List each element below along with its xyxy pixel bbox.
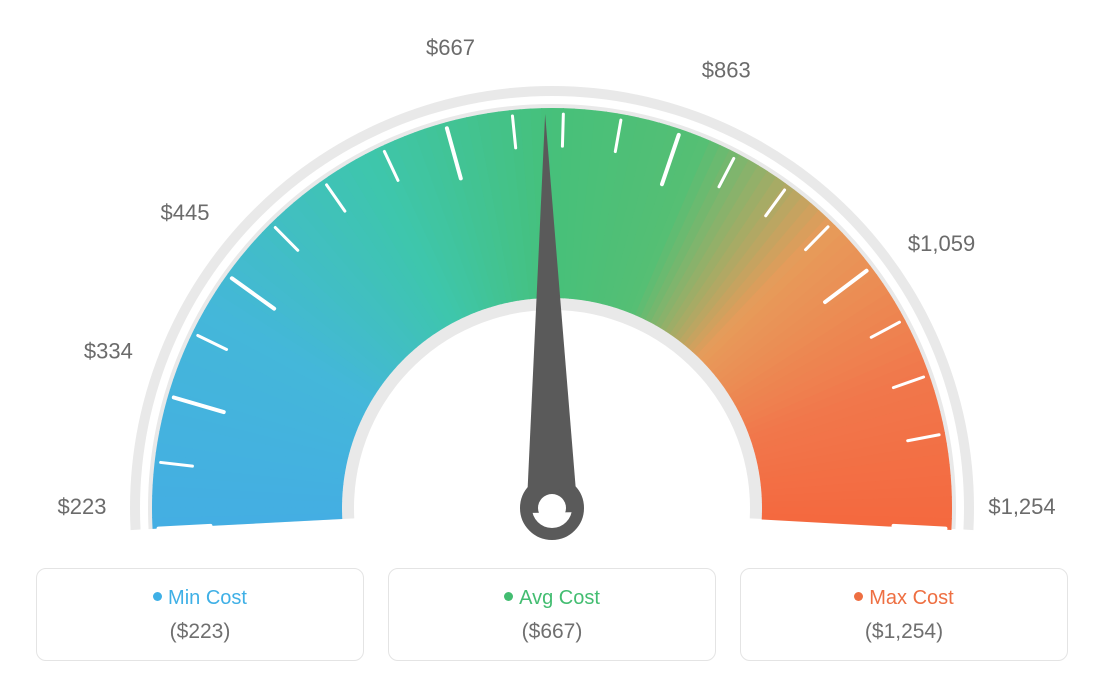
legend-title-max: Max Cost bbox=[751, 587, 1057, 610]
gauge-area: $223 $334 $445 $667 $863 $1,059 $1,254 bbox=[0, 0, 1104, 560]
legend-title-avg: Avg Cost bbox=[399, 587, 705, 610]
legend-label: Avg Cost bbox=[519, 587, 600, 609]
legend-card-max: Max Cost ($1,254) bbox=[740, 568, 1068, 661]
legend-card-avg: Avg Cost ($667) bbox=[388, 568, 716, 661]
svg-text:$445: $445 bbox=[161, 200, 210, 225]
svg-text:$863: $863 bbox=[702, 57, 751, 82]
svg-text:$1,059: $1,059 bbox=[908, 231, 975, 256]
dot-icon bbox=[504, 592, 513, 601]
legend-value-avg: ($667) bbox=[399, 620, 705, 644]
dot-icon bbox=[854, 592, 863, 601]
legend-value-min: ($223) bbox=[47, 620, 353, 644]
legend-value-max: ($1,254) bbox=[751, 620, 1057, 644]
dot-icon bbox=[153, 592, 162, 601]
svg-text:$334: $334 bbox=[84, 339, 133, 364]
gauge-svg: $223 $334 $445 $667 $863 $1,059 $1,254 bbox=[0, 0, 1104, 560]
legend-row: Min Cost ($223) Avg Cost ($667) Max Cost… bbox=[0, 568, 1104, 661]
svg-text:$223: $223 bbox=[58, 494, 107, 519]
legend-label: Min Cost bbox=[168, 587, 247, 609]
legend-card-min: Min Cost ($223) bbox=[36, 568, 364, 661]
svg-text:$667: $667 bbox=[426, 35, 475, 60]
svg-text:$1,254: $1,254 bbox=[988, 494, 1055, 519]
chart-container: $223 $334 $445 $667 $863 $1,059 $1,254 Min Cos… bbox=[0, 0, 1104, 690]
legend-label: Max Cost bbox=[869, 587, 953, 609]
legend-title-min: Min Cost bbox=[47, 587, 353, 610]
